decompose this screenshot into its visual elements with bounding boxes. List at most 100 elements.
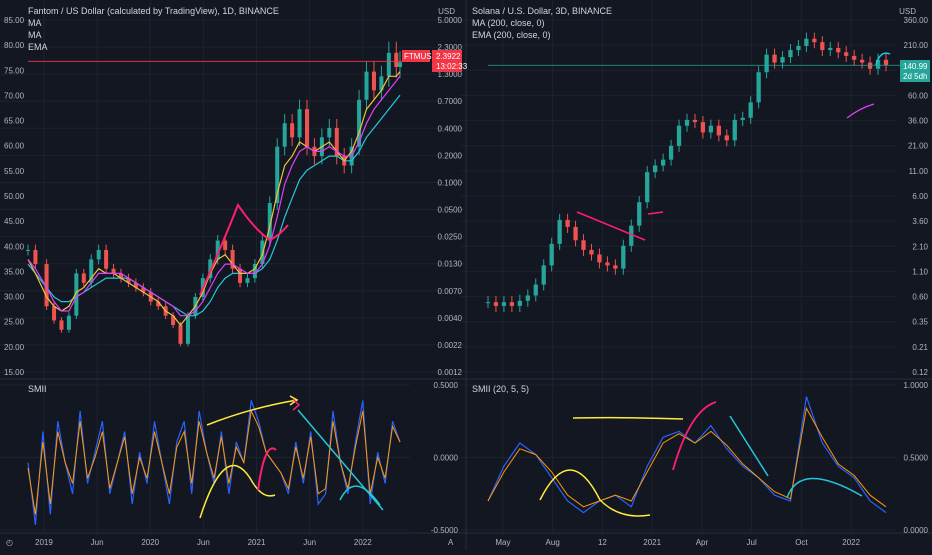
drawing-curve-pink[interactable] xyxy=(199,202,289,296)
right-price-candle[interactable] xyxy=(684,119,690,126)
right-smii-line[interactable] xyxy=(487,396,887,514)
left-price-candle[interactable] xyxy=(334,127,339,157)
left-price-candle[interactable] xyxy=(327,127,332,138)
left-price-candle[interactable] xyxy=(104,249,109,269)
left-ema-line[interactable] xyxy=(27,71,401,327)
right-price-candle[interactable] xyxy=(836,47,841,53)
right-price-candle[interactable] xyxy=(859,59,865,63)
right-price-candle[interactable] xyxy=(756,72,761,103)
right-price-candle[interactable] xyxy=(812,38,817,43)
right-legend-ma[interactable]: MA (200, close, 0) xyxy=(472,18,545,28)
left-price-candle[interactable] xyxy=(178,325,183,344)
right-price-candle[interactable] xyxy=(517,300,522,306)
right-price-candle[interactable] xyxy=(605,262,610,266)
drawing-curve-cyan-right[interactable] xyxy=(786,477,863,499)
left-legend-title[interactable]: Fantom / US Dollar (calculated by Tradin… xyxy=(28,6,279,16)
right-osc-legend[interactable]: SMII (20, 5, 5) xyxy=(472,384,529,394)
right-price-candle[interactable] xyxy=(613,265,618,269)
left-legend-ema[interactable]: EMA xyxy=(28,42,48,52)
drawing-curve-pink-right-osc[interactable] xyxy=(672,401,717,471)
left-price-candle[interactable] xyxy=(52,306,57,321)
left-price-candle[interactable] xyxy=(126,278,131,283)
left-price-candle[interactable] xyxy=(96,249,101,260)
right-price-candle[interactable] xyxy=(692,119,698,123)
right-price-candle[interactable] xyxy=(875,59,881,69)
drawing-curve-cyan[interactable] xyxy=(339,485,381,506)
right-price-candle[interactable] xyxy=(621,245,626,269)
left-price-candle[interactable] xyxy=(59,320,64,330)
left-price-candle[interactable] xyxy=(215,240,220,260)
right-price-candle[interactable] xyxy=(804,38,809,46)
drawing-line-pink-right[interactable] xyxy=(576,211,646,241)
left-price-candle[interactable] xyxy=(386,52,391,77)
right-price-candle[interactable] xyxy=(668,145,674,160)
left-price-candle[interactable] xyxy=(44,264,49,307)
left-price-candle[interactable] xyxy=(74,273,79,316)
drawing-line-magenta-right[interactable] xyxy=(846,103,875,119)
left-price-candle[interactable] xyxy=(238,268,243,283)
right-price-candle[interactable] xyxy=(780,57,785,63)
left-price-candle[interactable] xyxy=(260,240,265,265)
right-price-candle[interactable] xyxy=(573,226,578,241)
right-price-candle[interactable] xyxy=(716,125,721,136)
left-price-candle[interactable] xyxy=(379,76,384,91)
drawing-line-yellow-right[interactable] xyxy=(572,416,684,420)
drawing-curve-yellow-right[interactable] xyxy=(539,469,651,517)
left-price-candle[interactable] xyxy=(397,62,403,67)
left-price-candle[interactable] xyxy=(290,123,295,138)
right-price-candle[interactable] xyxy=(828,47,833,51)
left-ma-line-2[interactable] xyxy=(27,94,401,317)
right-price-candle[interactable] xyxy=(629,225,634,246)
right-price-candle[interactable] xyxy=(589,249,594,255)
left-price-candle[interactable] xyxy=(66,315,71,330)
left-price-candle[interactable] xyxy=(208,259,213,279)
right-price-candle[interactable] xyxy=(676,125,682,146)
auto-scale-icon[interactable]: A xyxy=(448,538,454,547)
right-price-candle[interactable] xyxy=(501,302,507,306)
right-price-candle[interactable] xyxy=(867,62,873,69)
left-price-candle[interactable] xyxy=(282,123,287,147)
right-price-candle[interactable] xyxy=(764,54,769,73)
right-price-candle[interactable] xyxy=(748,102,753,118)
right-price-candle[interactable] xyxy=(597,254,602,263)
right-price-candle[interactable] xyxy=(533,284,538,296)
right-price-candle[interactable] xyxy=(700,122,706,133)
drawing-curve-yellow[interactable] xyxy=(199,464,276,519)
right-price-candle[interactable] xyxy=(788,50,793,58)
left-smii-signal-line[interactable] xyxy=(27,409,401,515)
right-price-candle[interactable] xyxy=(708,125,714,133)
right-price-candle[interactable] xyxy=(557,219,562,244)
right-price-candle[interactable] xyxy=(509,302,515,306)
left-price-candle[interactable] xyxy=(156,301,161,307)
right-legend-ema[interactable]: EMA (200, close, 0) xyxy=(472,30,551,40)
left-legend-ma-2[interactable]: MA xyxy=(28,30,42,40)
left-price-candle[interactable] xyxy=(252,264,257,279)
right-price-candle[interactable] xyxy=(660,159,666,166)
drawing-line-cyan[interactable] xyxy=(297,409,384,511)
right-price-candle[interactable] xyxy=(637,202,642,226)
right-price-candle[interactable] xyxy=(493,302,499,306)
right-price-candle[interactable] xyxy=(796,45,801,51)
right-price-candle[interactable] xyxy=(724,135,729,141)
right-legend-title[interactable]: Solana / U.S. Dollar, 3D, BINANCE xyxy=(472,6,612,16)
right-price-candle[interactable] xyxy=(565,219,570,227)
left-price-candle[interactable] xyxy=(33,249,38,265)
right-price-candle[interactable] xyxy=(525,295,530,301)
left-price-candle[interactable] xyxy=(364,71,369,100)
left-legend-ma-1[interactable]: MA xyxy=(28,18,42,28)
left-price-candle[interactable] xyxy=(171,315,176,326)
left-price-candle[interactable] xyxy=(245,278,250,283)
drawing-curve-pink-osc[interactable] xyxy=(257,447,277,491)
right-price-candle[interactable] xyxy=(645,172,650,203)
left-price-candle[interactable] xyxy=(111,268,116,274)
left-price-candle[interactable] xyxy=(297,109,302,138)
right-price-candle[interactable] xyxy=(820,42,825,51)
left-price-candle[interactable] xyxy=(267,203,272,241)
right-price-candle[interactable] xyxy=(844,52,849,56)
left-price-candle[interactable] xyxy=(118,273,124,279)
drawing-line-yellow[interactable] xyxy=(206,399,298,426)
left-price-candle[interactable] xyxy=(133,282,138,288)
left-price-candle[interactable] xyxy=(357,99,362,147)
right-price-candle[interactable] xyxy=(653,165,658,173)
